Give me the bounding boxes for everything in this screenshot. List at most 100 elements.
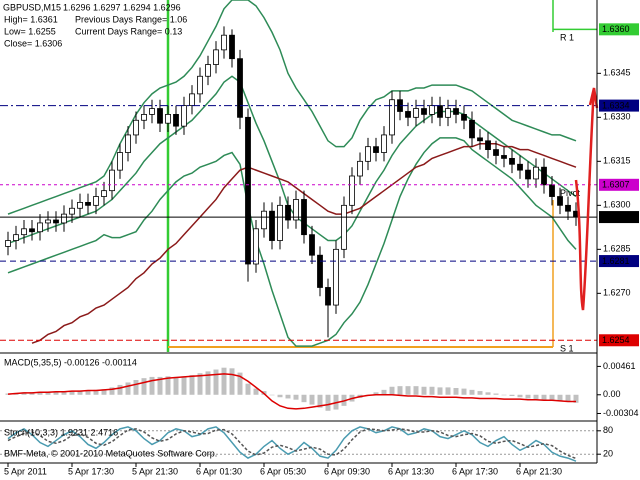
candle-body — [413, 108, 419, 118]
indicator-line — [7, 0, 577, 215]
level-tag: Pivot — [560, 188, 581, 198]
candle-body — [381, 134, 387, 153]
histogram-bar — [301, 394, 307, 403]
candle-body — [53, 219, 59, 224]
indicator-line — [7, 428, 577, 460]
histogram-bar — [165, 376, 171, 395]
candle-body — [517, 163, 523, 171]
histogram-bar — [285, 394, 291, 399]
candle-body — [557, 196, 563, 206]
candle-body — [461, 114, 467, 121]
histogram-bar — [405, 386, 411, 395]
level-label: 1.6307 — [602, 180, 630, 190]
candle-body — [269, 210, 275, 241]
histogram-bar — [117, 384, 123, 395]
candle-body — [493, 149, 499, 156]
histogram-bar — [213, 369, 219, 395]
candle-body — [77, 201, 83, 209]
info-text: Previous Days Range= 1.06 — [75, 14, 187, 24]
histogram-bar — [469, 389, 475, 395]
x-tick-label: 6 Apr 17:30 — [452, 466, 498, 476]
histogram-bar — [493, 393, 499, 395]
histogram-bar — [101, 389, 107, 395]
candle-body — [349, 175, 355, 206]
candle-body — [389, 99, 395, 136]
histogram-bar — [445, 387, 451, 395]
level-label: 1.6296 — [602, 212, 630, 222]
histogram-bar — [181, 376, 187, 395]
candle-body — [445, 108, 451, 118]
candle-body — [429, 105, 435, 115]
x-tick-label: 6 Apr 01:30 — [196, 466, 242, 476]
candle-body — [45, 219, 51, 224]
histogram-bar — [269, 394, 275, 396]
candle-body — [317, 254, 323, 288]
indicator-line — [7, 373, 576, 410]
indicator-line — [7, 75, 577, 245]
stoch-title: Stoch(10,3,3) 1.9231 2.4716 — [4, 427, 118, 437]
candle-body — [101, 190, 107, 197]
candle-body — [205, 64, 211, 77]
candle-body — [237, 58, 243, 118]
candle-body — [93, 196, 99, 206]
histogram-bar — [229, 368, 235, 395]
candle-body — [149, 108, 155, 115]
histogram-bar — [61, 391, 67, 395]
candle-body — [421, 108, 427, 115]
x-tick-label: 6 Apr 09:30 — [324, 466, 370, 476]
candle-body — [125, 134, 131, 153]
y-tick-label: 1.6300 — [603, 200, 631, 210]
histogram-bar — [141, 378, 147, 395]
macd-title: MACD(5,35,5) -0.00126 -0.00114 — [4, 357, 137, 367]
level-box — [599, 178, 639, 191]
candle-body — [229, 34, 235, 60]
candle-body — [437, 105, 443, 118]
candle-body — [37, 222, 43, 233]
candle-body — [405, 111, 411, 118]
info-text: Current Days Range= 0.13 — [75, 26, 182, 36]
y-tick-label: 80 — [603, 425, 613, 435]
candle-body — [141, 114, 147, 121]
level-box — [599, 23, 639, 36]
histogram-bar — [293, 394, 299, 400]
y-tick-label: 1.6345 — [603, 68, 631, 78]
y-tick-label: 0.00 — [603, 389, 621, 399]
histogram-bar — [157, 376, 163, 395]
level-box — [599, 255, 639, 268]
histogram-bar — [381, 389, 387, 395]
candle-body — [565, 204, 571, 212]
histogram-bar — [221, 367, 227, 395]
histogram-bar — [69, 391, 75, 395]
candle-body — [469, 119, 475, 139]
level-tag: S 1 — [560, 344, 574, 354]
candle-body — [453, 108, 459, 115]
histogram-bar — [277, 394, 283, 398]
level-label: 1.6334 — [602, 100, 630, 110]
level-label: 1.6360 — [602, 24, 630, 34]
histogram-bar — [37, 391, 43, 395]
indicator-line — [7, 426, 577, 462]
histogram-bar — [485, 392, 491, 395]
histogram-bar — [93, 389, 99, 395]
candle-body — [357, 160, 363, 177]
candle-body — [61, 213, 67, 224]
histogram-bar — [45, 391, 51, 395]
histogram-bar — [245, 383, 251, 395]
histogram-bar — [541, 394, 547, 400]
candle-body — [221, 34, 227, 51]
histogram-bar — [133, 380, 139, 395]
histogram-bar — [525, 394, 531, 399]
y-tick-label: 1.6315 — [603, 156, 631, 166]
histogram-bar — [373, 392, 379, 395]
candle-body — [189, 93, 195, 107]
candle-body — [285, 204, 291, 221]
y-tick-label: 20 — [603, 449, 613, 459]
histogram-bar — [437, 387, 443, 395]
histogram-bar — [453, 388, 459, 395]
histogram-bar — [549, 394, 555, 401]
histogram-bar — [325, 394, 331, 411]
candle-body — [509, 157, 515, 165]
info-text: Low= 1.6255 — [4, 26, 56, 36]
level-label: 1.6254 — [602, 335, 630, 345]
